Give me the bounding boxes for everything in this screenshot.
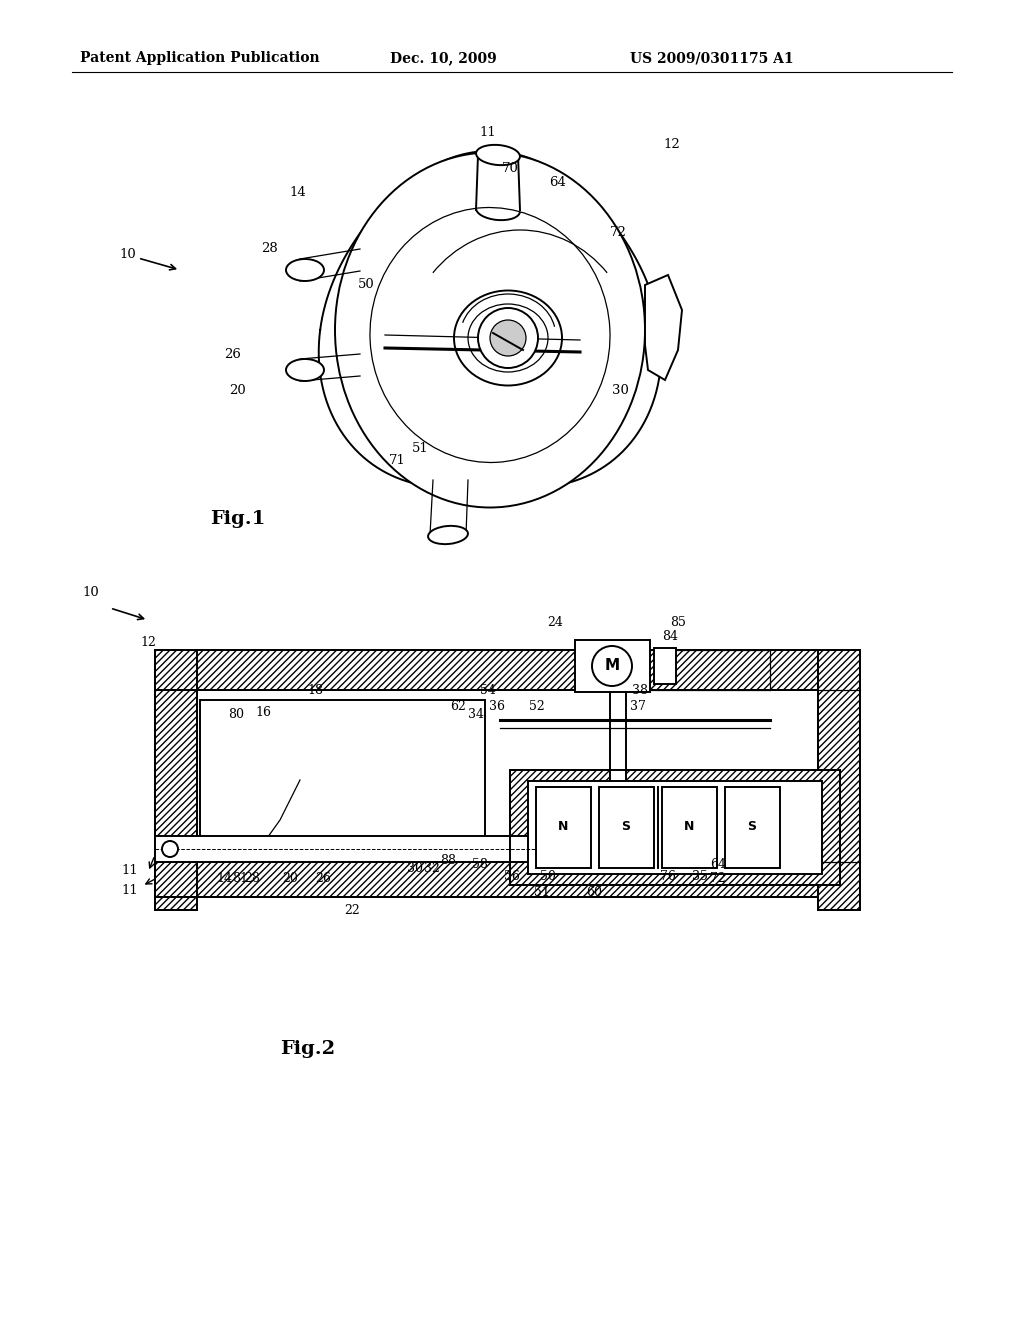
Text: 80: 80 bbox=[228, 708, 244, 721]
Text: 24: 24 bbox=[547, 615, 563, 628]
Text: 26: 26 bbox=[315, 871, 331, 884]
Text: 11: 11 bbox=[479, 125, 497, 139]
Text: 51: 51 bbox=[412, 441, 428, 454]
Bar bbox=[725, 787, 780, 869]
Text: 56: 56 bbox=[504, 870, 520, 883]
Bar bbox=[510, 770, 840, 884]
Text: 58: 58 bbox=[472, 858, 488, 870]
Bar bbox=[818, 649, 860, 909]
Text: 50: 50 bbox=[357, 279, 375, 292]
Bar bbox=[654, 648, 676, 684]
Text: 22: 22 bbox=[344, 903, 359, 916]
Text: 54: 54 bbox=[480, 684, 496, 697]
Text: 11: 11 bbox=[122, 883, 138, 896]
Ellipse shape bbox=[476, 145, 520, 165]
Text: N: N bbox=[558, 820, 568, 833]
Bar bbox=[155, 862, 818, 898]
Ellipse shape bbox=[454, 290, 562, 385]
Text: Fig.1: Fig.1 bbox=[210, 510, 265, 528]
Text: 88: 88 bbox=[440, 854, 456, 866]
Text: 30: 30 bbox=[407, 862, 423, 874]
Text: 28: 28 bbox=[261, 242, 279, 255]
Text: 28: 28 bbox=[244, 871, 260, 884]
Text: 72: 72 bbox=[710, 871, 726, 884]
Bar bbox=[155, 649, 197, 909]
Text: 11: 11 bbox=[122, 863, 138, 876]
Text: 12: 12 bbox=[664, 139, 680, 152]
Ellipse shape bbox=[286, 359, 324, 381]
Bar bbox=[536, 787, 591, 869]
Bar bbox=[662, 787, 717, 869]
Ellipse shape bbox=[286, 259, 324, 281]
Text: 18: 18 bbox=[307, 684, 323, 697]
Text: 38: 38 bbox=[632, 684, 648, 697]
Text: 60: 60 bbox=[586, 886, 602, 899]
Text: 30: 30 bbox=[611, 384, 629, 396]
Text: 76: 76 bbox=[660, 870, 676, 883]
Circle shape bbox=[490, 319, 526, 356]
Text: 62: 62 bbox=[451, 700, 466, 713]
Bar bbox=[155, 836, 572, 862]
Text: 32: 32 bbox=[424, 862, 440, 874]
Bar bbox=[575, 640, 650, 692]
Text: 71: 71 bbox=[388, 454, 406, 466]
Text: 14: 14 bbox=[290, 186, 306, 198]
Text: 70: 70 bbox=[502, 161, 518, 174]
Text: 20: 20 bbox=[229, 384, 247, 396]
Text: M: M bbox=[604, 659, 620, 673]
Text: 10: 10 bbox=[82, 586, 98, 598]
Text: 37: 37 bbox=[630, 700, 646, 713]
Text: 16: 16 bbox=[255, 705, 271, 718]
Text: 10: 10 bbox=[120, 248, 136, 261]
Text: 52: 52 bbox=[529, 700, 545, 713]
Text: 12: 12 bbox=[140, 635, 156, 648]
Text: 84: 84 bbox=[662, 630, 678, 643]
Bar bbox=[155, 862, 818, 898]
Text: 81: 81 bbox=[232, 871, 248, 884]
Circle shape bbox=[478, 308, 538, 368]
Text: 50: 50 bbox=[540, 870, 556, 883]
Bar bbox=[197, 840, 219, 862]
Text: S: S bbox=[622, 820, 631, 833]
Text: 64: 64 bbox=[710, 858, 726, 870]
Text: US 2009/0301175 A1: US 2009/0301175 A1 bbox=[630, 51, 794, 65]
Text: 20: 20 bbox=[282, 871, 298, 884]
Polygon shape bbox=[645, 275, 682, 380]
Text: S: S bbox=[748, 820, 757, 833]
Text: 36: 36 bbox=[489, 700, 505, 713]
Bar bbox=[200, 700, 485, 862]
Text: 26: 26 bbox=[224, 348, 242, 362]
Bar bbox=[155, 649, 818, 690]
Text: 64: 64 bbox=[550, 176, 566, 189]
Circle shape bbox=[592, 645, 632, 686]
Bar bbox=[528, 781, 822, 874]
Ellipse shape bbox=[428, 525, 468, 544]
Bar bbox=[818, 649, 860, 909]
Text: Fig.2: Fig.2 bbox=[280, 1040, 335, 1059]
Ellipse shape bbox=[335, 153, 645, 507]
Text: 72: 72 bbox=[609, 226, 627, 239]
Bar bbox=[610, 688, 626, 862]
Text: N: N bbox=[684, 820, 694, 833]
Text: Dec. 10, 2009: Dec. 10, 2009 bbox=[390, 51, 497, 65]
Bar bbox=[510, 770, 840, 884]
Circle shape bbox=[162, 841, 178, 857]
Bar bbox=[599, 787, 654, 869]
Text: 85: 85 bbox=[670, 615, 686, 628]
Text: 14: 14 bbox=[216, 871, 232, 884]
Bar bbox=[155, 649, 818, 690]
Text: 34: 34 bbox=[468, 709, 484, 722]
Ellipse shape bbox=[468, 304, 548, 372]
Text: 51: 51 bbox=[535, 886, 550, 899]
Text: Patent Application Publication: Patent Application Publication bbox=[80, 51, 319, 65]
Text: 35: 35 bbox=[692, 870, 708, 883]
Bar bbox=[155, 649, 197, 909]
